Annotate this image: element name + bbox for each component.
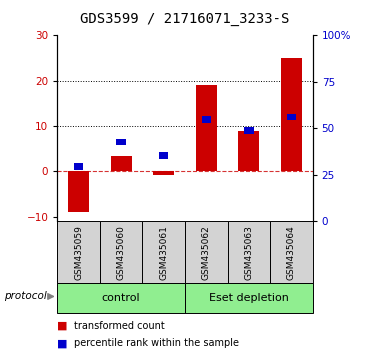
Bar [111, 155, 132, 171]
Text: GSM435060: GSM435060 [117, 225, 126, 280]
Bar [244, 127, 253, 134]
Text: protocol: protocol [4, 291, 47, 302]
Bar [159, 152, 168, 159]
Text: GSM435063: GSM435063 [244, 225, 253, 280]
Bar [185, 221, 228, 283]
Bar [57, 221, 100, 283]
Text: ■: ■ [57, 338, 68, 348]
Bar [185, 283, 313, 313]
Bar [74, 164, 83, 170]
Bar [287, 114, 296, 120]
Bar [196, 85, 217, 171]
Text: Eset depletion: Eset depletion [209, 293, 289, 303]
Text: GSM435064: GSM435064 [287, 225, 296, 280]
Bar [68, 171, 89, 212]
Text: transformed count: transformed count [74, 321, 165, 331]
Bar [100, 221, 142, 283]
Text: percentile rank within the sample: percentile rank within the sample [74, 338, 239, 348]
Bar [238, 131, 259, 171]
Bar [153, 171, 174, 175]
Bar [228, 221, 270, 283]
Text: ■: ■ [57, 321, 68, 331]
Text: GSM435062: GSM435062 [202, 225, 211, 280]
Bar [202, 116, 211, 122]
Text: GSM435061: GSM435061 [159, 225, 168, 280]
Text: GDS3599 / 21716071_3233-S: GDS3599 / 21716071_3233-S [80, 12, 290, 27]
Bar [57, 283, 185, 313]
Bar [270, 221, 313, 283]
Bar [142, 221, 185, 283]
Text: control: control [102, 293, 141, 303]
Bar [117, 138, 126, 145]
Text: GSM435059: GSM435059 [74, 225, 83, 280]
Bar [281, 58, 302, 171]
